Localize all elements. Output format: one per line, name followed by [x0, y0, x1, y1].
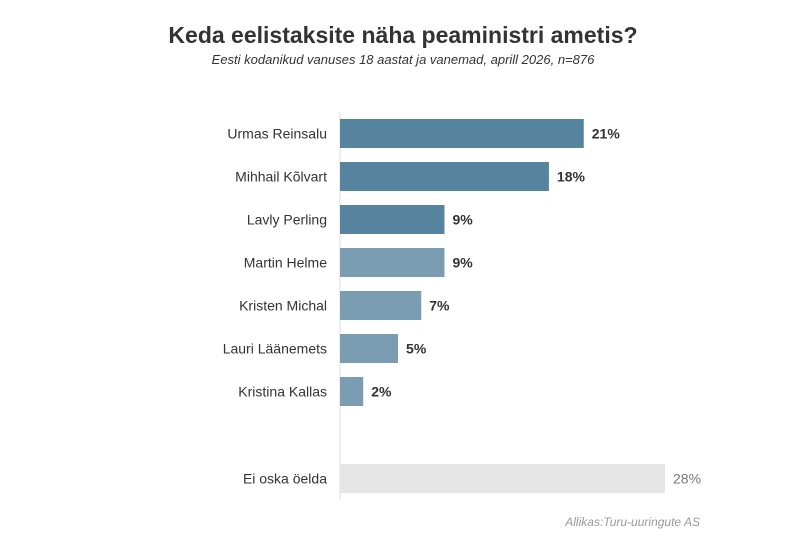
bar — [340, 205, 445, 234]
chart-subtitle: Eesti kodanikud vanuses 18 aastat ja van… — [211, 52, 595, 67]
value-label: 2% — [371, 384, 392, 400]
source-note: Allikas:Turu-uuringute AS — [565, 515, 700, 529]
bars-group: Urmas Reinsalu 21% Mihhail Kõlvart 18% Lavly… — [223, 119, 701, 493]
category-label: Martin Helme — [244, 255, 327, 271]
bar — [340, 377, 364, 406]
category-label: Ei oska öelda — [243, 471, 327, 487]
category-label: Lauri Läänemets — [223, 341, 327, 357]
chart-title: Keda eelistaksite näha peaministri ameti… — [168, 22, 638, 48]
bar — [340, 162, 549, 191]
value-label: 21% — [592, 126, 621, 142]
value-label: 18% — [557, 169, 586, 185]
value-label: 28% — [673, 471, 701, 487]
category-label: Kristen Michal — [239, 298, 327, 314]
bar — [340, 334, 399, 363]
bar — [340, 119, 584, 148]
value-label: 9% — [452, 255, 473, 271]
category-label: Urmas Reinsalu — [227, 126, 327, 142]
category-label: Mihhail Kõlvart — [235, 169, 327, 185]
value-label: 5% — [406, 341, 427, 357]
bar — [340, 464, 665, 493]
value-label: 7% — [429, 298, 450, 314]
category-label: Kristina Kallas — [238, 384, 327, 400]
category-label: Lavly Perling — [247, 212, 327, 228]
bar — [340, 291, 422, 320]
value-label: 9% — [452, 212, 473, 228]
bar — [340, 248, 445, 277]
